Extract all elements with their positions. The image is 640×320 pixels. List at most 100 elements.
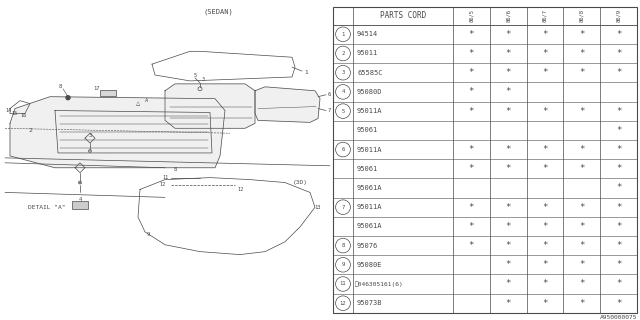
Text: Ⓢ046305161(6): Ⓢ046305161(6): [355, 281, 404, 287]
Text: *: *: [579, 279, 584, 289]
Text: 14: 14: [5, 108, 12, 113]
Text: 5: 5: [193, 74, 196, 78]
Text: 4: 4: [78, 197, 82, 202]
Text: 86/5: 86/5: [469, 9, 474, 22]
Text: *: *: [506, 279, 511, 289]
Text: 13: 13: [315, 205, 321, 210]
Text: (3D): (3D): [292, 180, 307, 185]
Text: *: *: [579, 222, 584, 231]
Text: 95080D: 95080D: [357, 89, 383, 95]
Text: 4: 4: [341, 89, 344, 94]
Text: *: *: [616, 107, 621, 116]
Text: *: *: [542, 222, 548, 231]
Text: 11: 11: [340, 282, 346, 286]
Text: *: *: [542, 164, 548, 173]
Text: *: *: [579, 299, 584, 308]
Text: 86/9: 86/9: [616, 9, 621, 22]
Text: 86/8: 86/8: [579, 9, 584, 22]
Text: *: *: [468, 107, 474, 116]
Text: *: *: [542, 241, 548, 250]
Text: 94514: 94514: [357, 31, 378, 37]
Text: 95011A: 95011A: [357, 204, 383, 210]
Text: (SEDAN): (SEDAN): [203, 9, 233, 15]
Text: *: *: [468, 222, 474, 231]
Text: *: *: [579, 203, 584, 212]
Text: *: *: [616, 68, 621, 77]
Text: 1: 1: [341, 32, 344, 37]
Text: *: *: [468, 49, 474, 58]
Text: PARTS CORD: PARTS CORD: [380, 11, 426, 20]
Text: 95076: 95076: [357, 243, 378, 249]
Text: *: *: [616, 241, 621, 250]
Text: 12: 12: [159, 182, 165, 187]
Text: *: *: [506, 49, 511, 58]
Text: *: *: [616, 203, 621, 212]
Text: *: *: [542, 203, 548, 212]
Text: 95011A: 95011A: [357, 108, 383, 114]
Text: 2: 2: [28, 128, 32, 133]
Text: 95061A: 95061A: [357, 223, 383, 229]
Bar: [100, 90, 116, 96]
Text: 7: 7: [341, 205, 344, 210]
Text: 1: 1: [304, 69, 308, 75]
Text: *: *: [506, 203, 511, 212]
Text: 12: 12: [237, 187, 243, 192]
Text: *: *: [542, 279, 548, 289]
Text: *: *: [506, 299, 511, 308]
Text: A950000075: A950000075: [600, 315, 637, 320]
Text: *: *: [506, 145, 511, 154]
Text: 95073B: 95073B: [357, 300, 383, 306]
Text: 95061A: 95061A: [357, 185, 383, 191]
Text: *: *: [506, 107, 511, 116]
Text: 65585C: 65585C: [357, 70, 383, 76]
Text: *: *: [542, 299, 548, 308]
Text: 95011A: 95011A: [357, 147, 383, 153]
Text: 86/6: 86/6: [506, 9, 511, 22]
Text: 86/7: 86/7: [543, 9, 547, 22]
Text: 2: 2: [341, 51, 344, 56]
Text: 5: 5: [341, 108, 344, 114]
Text: *: *: [542, 30, 548, 39]
Text: 7: 7: [328, 108, 331, 113]
Text: *: *: [616, 145, 621, 154]
Text: *: *: [579, 49, 584, 58]
Text: *: *: [579, 30, 584, 39]
Text: 16: 16: [20, 113, 26, 118]
Text: *: *: [506, 222, 511, 231]
Text: 95061: 95061: [357, 166, 378, 172]
Text: 95061: 95061: [357, 127, 378, 133]
Text: *: *: [542, 145, 548, 154]
Text: *: *: [468, 145, 474, 154]
Text: *: *: [616, 260, 621, 269]
Text: *: *: [579, 241, 584, 250]
Bar: [72, 201, 88, 209]
Text: *: *: [468, 164, 474, 173]
Text: *: *: [506, 164, 511, 173]
Bar: [333, 7, 637, 313]
Circle shape: [88, 149, 92, 152]
Text: *: *: [579, 260, 584, 269]
Text: *: *: [468, 30, 474, 39]
Circle shape: [66, 96, 70, 100]
Text: *: *: [542, 107, 548, 116]
Text: A: A: [145, 98, 148, 103]
Text: 8: 8: [341, 243, 344, 248]
Text: 6: 6: [328, 92, 331, 97]
Text: *: *: [506, 260, 511, 269]
Polygon shape: [255, 87, 320, 122]
Text: *: *: [579, 164, 584, 173]
Text: 8: 8: [58, 84, 61, 89]
Text: *: *: [579, 68, 584, 77]
Text: *: *: [542, 260, 548, 269]
Text: *: *: [468, 241, 474, 250]
Text: 9: 9: [341, 262, 344, 267]
Text: *: *: [468, 203, 474, 212]
Text: 3: 3: [88, 133, 92, 138]
Text: 8: 8: [173, 167, 177, 172]
Text: *: *: [468, 87, 474, 96]
Text: DETAIL "A": DETAIL "A": [28, 205, 65, 210]
Text: *: *: [506, 241, 511, 250]
Text: 12: 12: [340, 301, 346, 306]
Text: △: △: [136, 100, 140, 107]
Text: 6: 6: [341, 147, 344, 152]
